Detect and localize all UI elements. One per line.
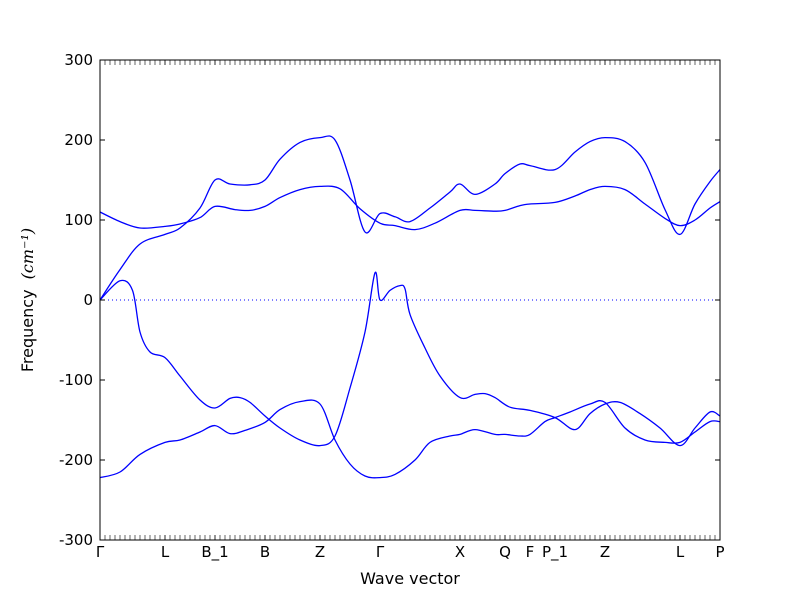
y-axis-label-group: Frequency (cm⁻¹)	[18, 228, 37, 372]
band-line-1	[99, 185, 721, 231]
svg-text:Frequency (cm⁻¹): Frequency (cm⁻¹)	[18, 228, 37, 372]
band-line-3	[99, 271, 721, 447]
x-tick-label: B	[260, 543, 270, 561]
y-tick-label: -100	[59, 371, 93, 389]
x-tick-label: P_1	[542, 543, 568, 562]
y-tick-label: 300	[64, 51, 93, 69]
band-line-2	[99, 135, 721, 301]
y-axis-label: Frequency	[18, 289, 37, 372]
y-tick-label: 0	[83, 291, 93, 309]
y-tick-label: 100	[64, 211, 93, 229]
x-tick-label: L	[676, 543, 685, 561]
x-tick-label: L	[161, 543, 170, 561]
axes-ticks: -300 -200 -100 0 100 200 300 Γ L B_1 B Z Γ X Q F P_1 Z L P	[59, 51, 725, 562]
x-tick-label: F	[526, 543, 535, 561]
y-axis-unit: (cm⁻¹)	[18, 228, 37, 279]
x-tick-label: P	[715, 543, 724, 561]
x-tick-label: Γ	[96, 543, 105, 561]
y-tick-label: 200	[64, 131, 93, 149]
x-tick-label: Q	[499, 543, 511, 561]
x-tick-label: Γ	[376, 543, 385, 561]
y-tick-label: -300	[59, 531, 93, 549]
x-axis-label: Wave vector	[360, 569, 460, 588]
x-tick-label: Z	[315, 543, 325, 561]
band-line-4	[99, 399, 721, 479]
y-tick-label: -200	[59, 451, 93, 469]
x-tick-label: X	[455, 543, 465, 561]
x-tick-label: Z	[600, 543, 610, 561]
x-tick-label: B_1	[201, 543, 228, 562]
